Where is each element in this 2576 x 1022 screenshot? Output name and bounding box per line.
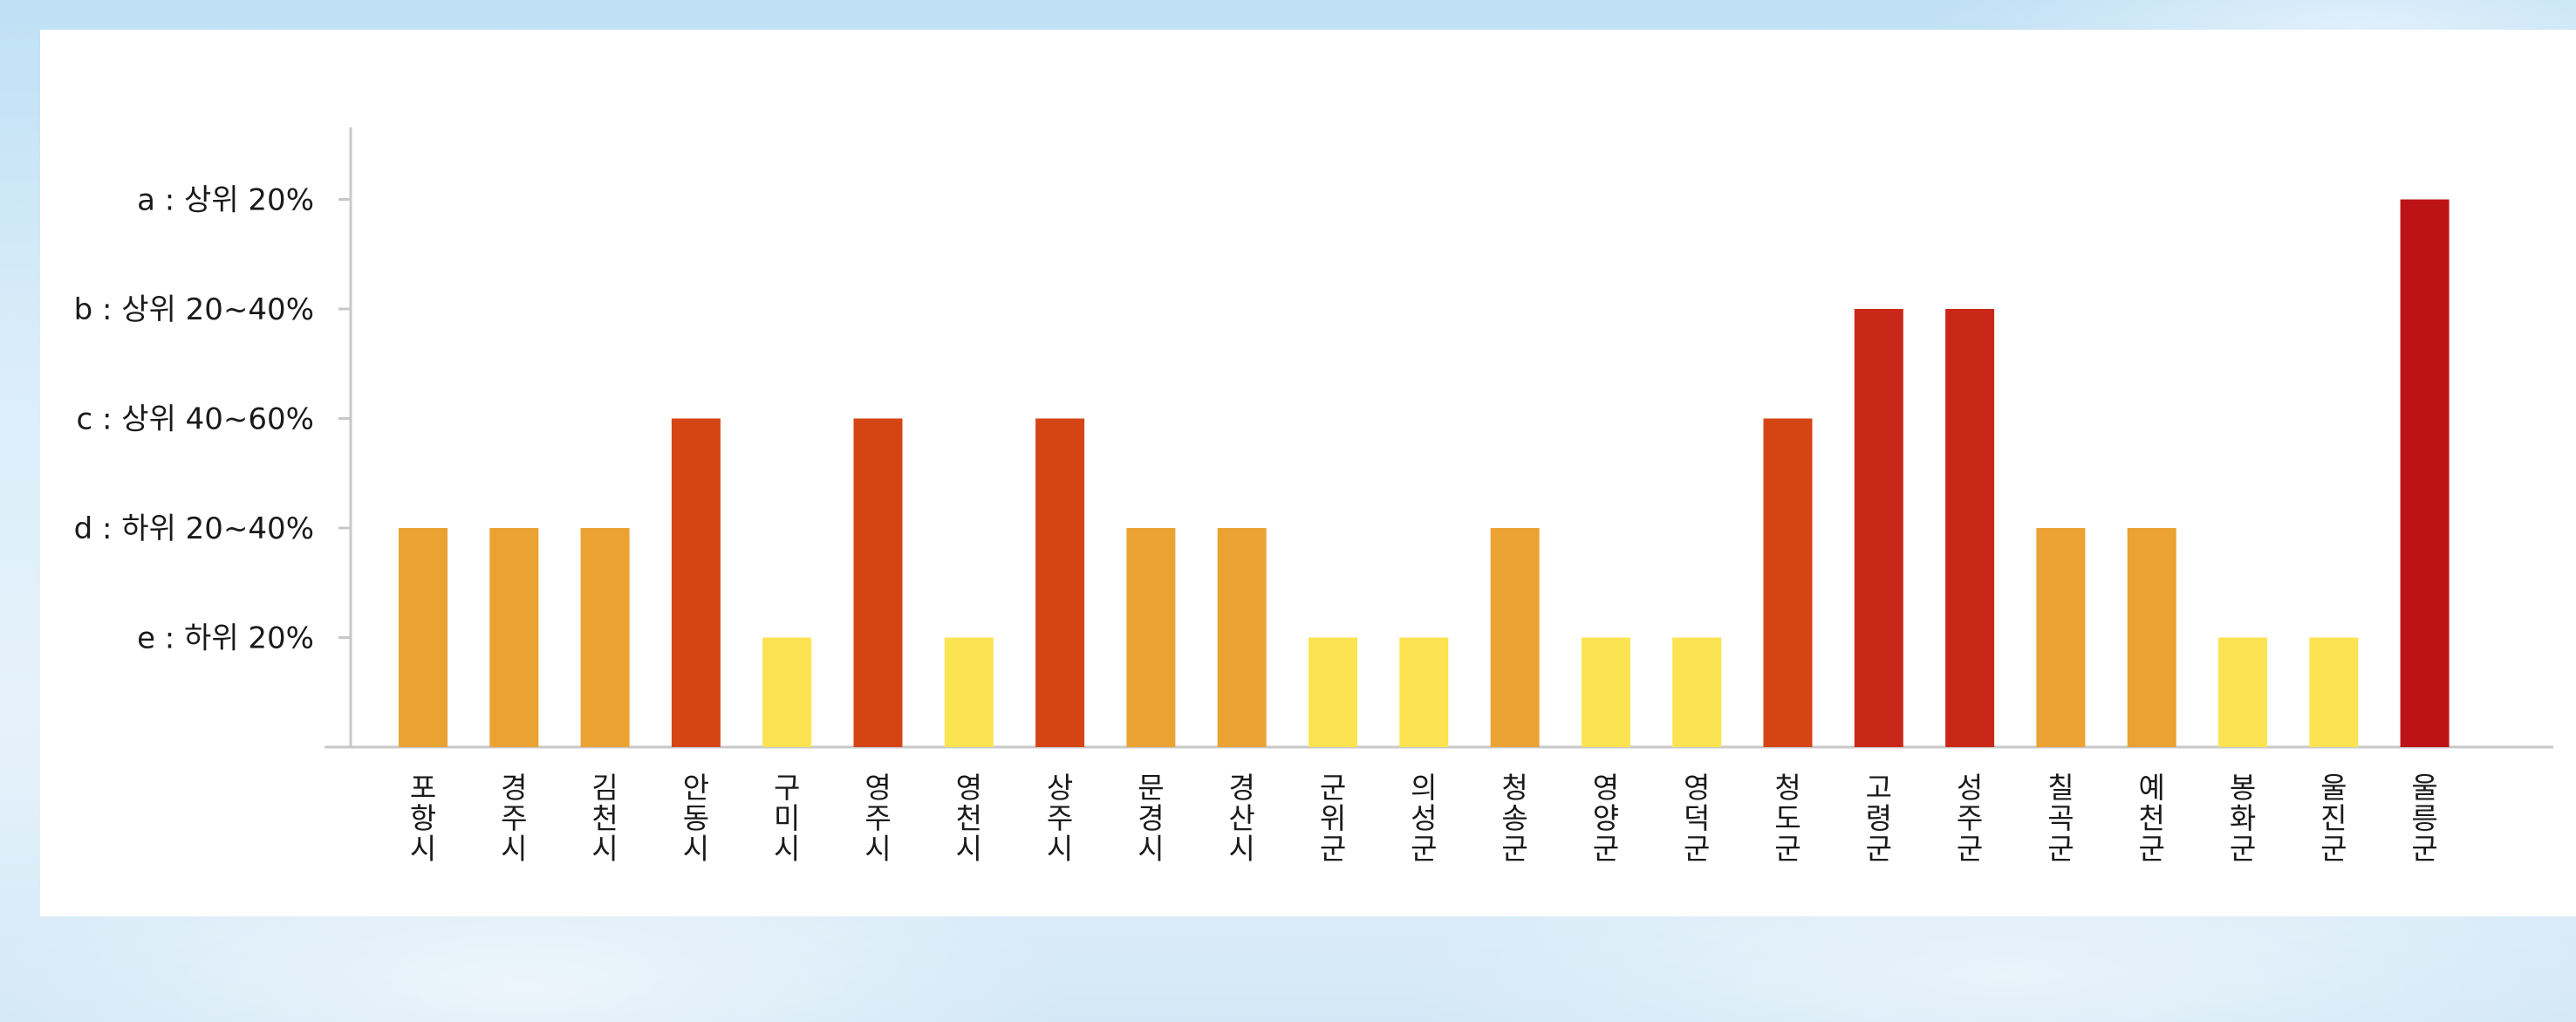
bar <box>1672 637 1722 747</box>
bars <box>399 199 2450 747</box>
y-axis-labels: e : 하위 20% d : 하위 20~40% c : 상위 40~60% b : … <box>74 183 351 656</box>
y-tick-label: b : 상위 20~40% <box>74 292 314 327</box>
bar-chart: e : 하위 20% d : 하위 20~40% c : 상위 40~60% b : … <box>74 127 2553 866</box>
y-tick-label: c : 상위 40~60% <box>77 402 314 437</box>
bar <box>2036 528 2086 747</box>
y-tick-label: d : 하위 20~40% <box>74 511 314 546</box>
bar <box>1399 637 1449 747</box>
bar <box>2400 199 2450 747</box>
bar <box>580 528 630 747</box>
y-tick-label: e : 하위 20% <box>137 621 314 656</box>
bar <box>1126 528 1176 747</box>
x-axis-labels: 포 항 시 경 주 시 김 천 시 안 동 시 구 미 시 영 주 시 영 천 시 상 주 시 문 경 시 경 산 시 군 위 군 의 성 군 청 송 군 영… <box>410 771 2438 866</box>
bar <box>1217 528 1267 747</box>
bar <box>1035 418 1085 747</box>
chart-card: e : 하위 20% d : 하위 20~40% c : 상위 40~60% b : … <box>40 30 2576 916</box>
bar <box>1763 418 1813 747</box>
bar <box>1581 637 1630 747</box>
bar <box>2127 528 2176 747</box>
bar <box>944 637 994 747</box>
bar <box>489 528 539 747</box>
bar <box>1854 309 1903 747</box>
bar <box>2218 637 2267 747</box>
bar <box>762 637 812 747</box>
bar <box>2309 637 2359 747</box>
bar <box>853 418 903 747</box>
bar <box>1308 637 1357 747</box>
y-tick-label: a : 상위 20% <box>137 183 314 218</box>
bar <box>671 418 721 747</box>
bar <box>1490 528 1540 747</box>
bar <box>1945 309 1995 747</box>
bar <box>399 528 448 747</box>
